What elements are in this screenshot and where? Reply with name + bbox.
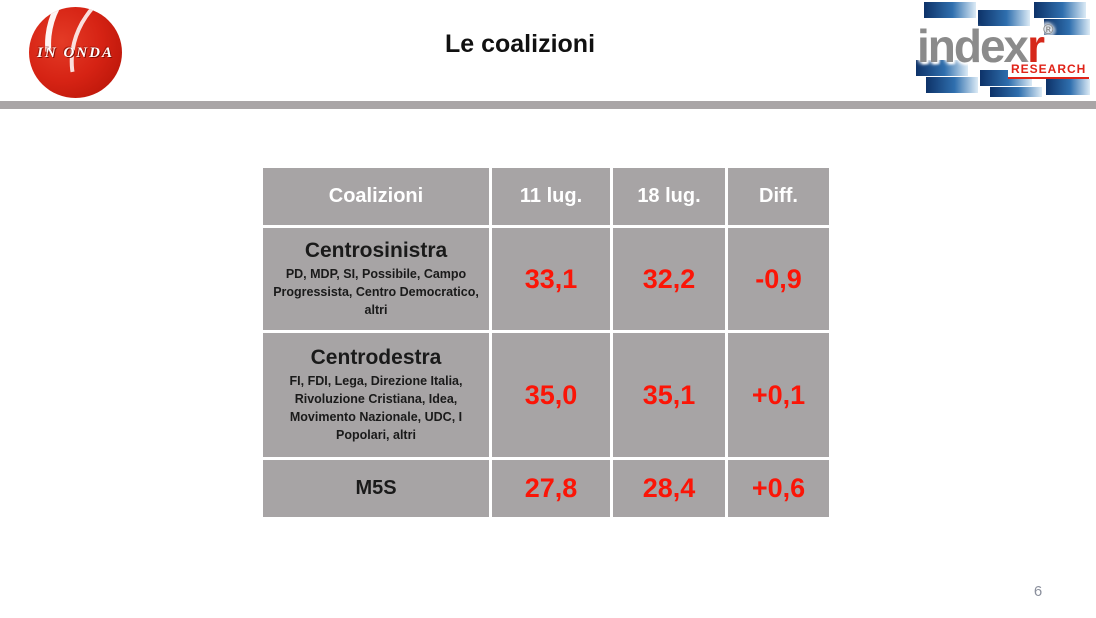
- index-logo-word: index: [917, 20, 1029, 72]
- table-row-m5s-name: M5S: [263, 460, 489, 517]
- coalition-name: Centrosinistra: [304, 238, 448, 262]
- index-logo-r: r: [1027, 20, 1045, 72]
- table-row-centrosinistra-name: Centrosinistra PD, MDP, SI, Possibile, C…: [263, 228, 489, 330]
- index-research-logo-icon: indexr® RESEARCH: [916, 2, 1090, 97]
- m5s-diff: +0,6: [728, 460, 829, 517]
- index-logo-bar: [990, 87, 1042, 97]
- inonda-logo-icon: IN ONDA: [29, 7, 122, 98]
- table-header-11-lug: 11 lug.: [492, 168, 610, 225]
- centrosinistra-diff: -0,9: [728, 228, 829, 330]
- index-logo-wordmark: indexr®: [917, 22, 1053, 69]
- coalition-parties: PD, MDP, SI, Possibile, Campo Progressis…: [273, 266, 479, 318]
- page-number: 6: [1033, 583, 1043, 600]
- centrodestra-value-18lug: 35,1: [613, 333, 725, 457]
- m5s-value-18lug: 28,4: [613, 460, 725, 517]
- table-header-coalizioni: Coalizioni: [263, 168, 489, 225]
- page-title: Le coalizioni: [444, 30, 596, 58]
- index-logo-bar: [924, 2, 976, 18]
- centrosinistra-value-18lug: 32,2: [613, 228, 725, 330]
- table-header-diff: Diff.: [728, 168, 829, 225]
- coalitions-table: Coalizioni 11 lug. 18 lug. Diff. Centros…: [263, 168, 829, 517]
- centrodestra-diff: +0,1: [728, 333, 829, 457]
- table-header-18-lug: 18 lug.: [613, 168, 725, 225]
- table-row-centrodestra-name: Centrodestra FI, FDI, Lega, Direzione It…: [263, 333, 489, 457]
- index-logo-bar: [916, 60, 968, 76]
- coalition-parties: FI, FDI, Lega, Direzione Italia, Rivoluz…: [289, 373, 463, 443]
- index-logo-bar: [978, 10, 1030, 26]
- header-divider: [0, 101, 1096, 109]
- registered-trademark-icon: ®: [1043, 21, 1054, 37]
- index-logo-research-label: RESEARCH: [1008, 62, 1090, 79]
- index-logo-bar: [1046, 79, 1090, 95]
- coalition-name: M5S: [355, 477, 397, 499]
- inonda-logo-text: IN ONDA: [37, 45, 114, 61]
- m5s-value-11lug: 27,8: [492, 460, 610, 517]
- coalition-name: Centrodestra: [310, 345, 442, 369]
- index-logo-bar: [1034, 2, 1086, 18]
- index-logo-bar: [1044, 19, 1090, 35]
- index-logo-bar: [926, 77, 978, 93]
- centrodestra-value-11lug: 35,0: [492, 333, 610, 457]
- centrosinistra-value-11lug: 33,1: [492, 228, 610, 330]
